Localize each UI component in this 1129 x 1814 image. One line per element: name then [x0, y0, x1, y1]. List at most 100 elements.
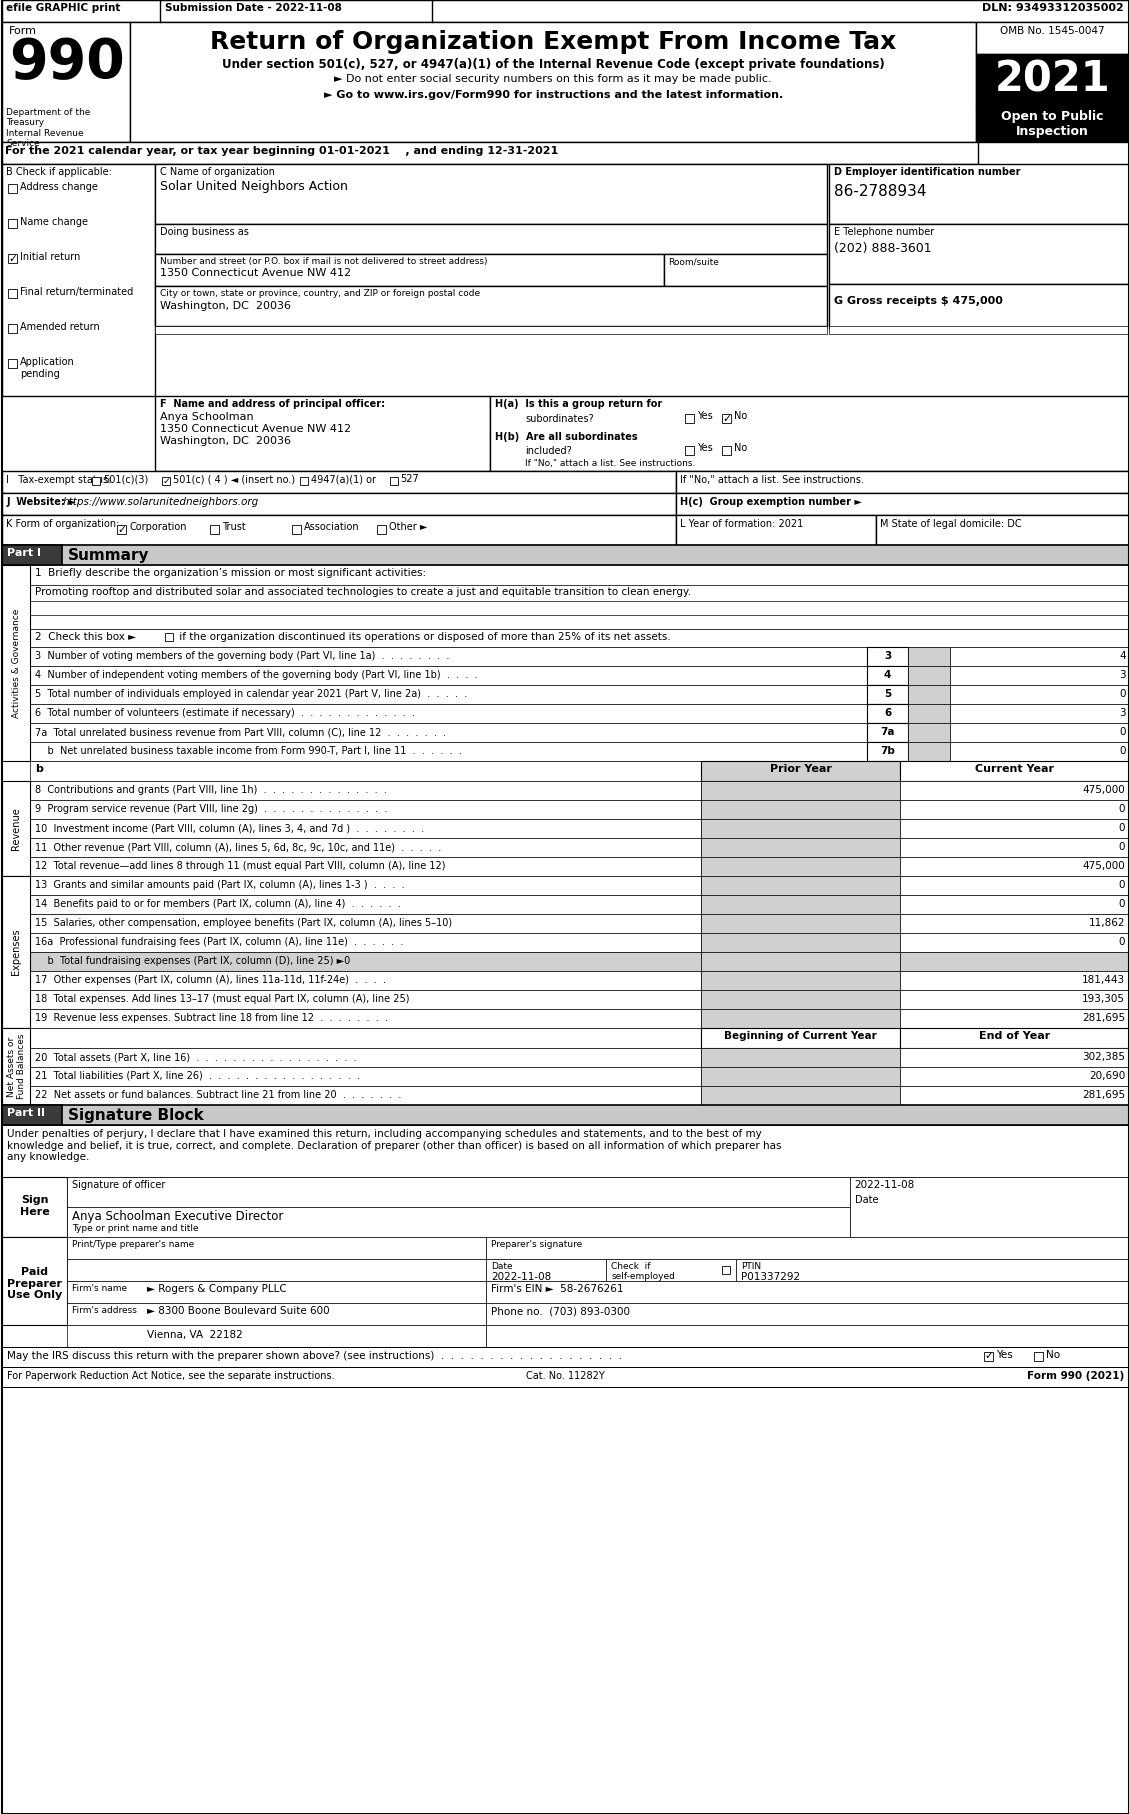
Bar	[30, 818, 701, 838]
Text: Preparer's signature: Preparer's signature	[491, 1241, 583, 1250]
Text: b: b	[35, 764, 43, 775]
Text: 3  Number of voting members of the governing body (Part VI, line 1a)  .  .  .  .: 3 Number of voting members of the govern…	[35, 651, 449, 660]
Bar	[721, 1266, 729, 1273]
Bar	[909, 724, 951, 742]
Bar	[701, 1087, 901, 1105]
Bar	[30, 1087, 701, 1105]
Bar	[701, 894, 901, 914]
Bar	[68, 1302, 487, 1324]
Text: 19  Revenue less expenses. Subtract line 18 from line 12  .  .  .  .  .  .  .  .: 19 Revenue less expenses. Subtract line …	[35, 1012, 388, 1023]
Bar	[2, 544, 62, 564]
Text: 9  Program service revenue (Part VIII, line 2g)  .  .  .  .  .  .  .  .  .  .  .: 9 Program service revenue (Part VIII, li…	[35, 804, 387, 814]
Bar	[829, 163, 1129, 223]
Bar	[155, 223, 826, 254]
Bar	[8, 254, 17, 263]
Bar	[155, 287, 826, 327]
Bar	[130, 22, 977, 141]
Bar	[155, 327, 826, 334]
Bar	[30, 782, 701, 800]
Text: 475,000: 475,000	[1083, 862, 1124, 871]
Bar	[30, 686, 867, 704]
Bar	[490, 395, 1129, 472]
Bar	[291, 524, 300, 533]
Bar	[901, 1067, 1129, 1087]
Text: 1350 Connecticut Avenue NW 412: 1350 Connecticut Avenue NW 412	[160, 424, 351, 434]
Text: F  Name and address of principal officer:: F Name and address of principal officer:	[160, 399, 385, 408]
Text: 20,690: 20,690	[1088, 1070, 1124, 1081]
Text: 10  Investment income (Part VIII, column (A), lines 3, 4, and 7d )  .  .  .  .  : 10 Investment income (Part VIII, column …	[35, 824, 425, 833]
Bar	[951, 648, 1129, 666]
Bar	[2, 0, 1129, 22]
Text: 22  Net assets or fund balances. Subtract line 21 from line 20  .  .  .  .  .  .: 22 Net assets or fund balances. Subtract…	[35, 1090, 402, 1099]
Text: 2021: 2021	[995, 58, 1110, 100]
Text: Form 990 (2021): Form 990 (2021)	[1026, 1371, 1124, 1380]
Text: End of Year: End of Year	[979, 1030, 1050, 1041]
Bar	[829, 327, 1129, 334]
Text: Yes: Yes	[996, 1350, 1013, 1360]
Text: No: No	[734, 412, 747, 421]
Text: 0: 0	[1119, 842, 1124, 853]
Bar	[901, 818, 1129, 838]
Bar	[2, 1125, 1129, 1177]
Bar	[951, 704, 1129, 724]
Text: Association: Association	[304, 522, 359, 532]
Text: Return of Organization Exempt From Income Tax: Return of Organization Exempt From Incom…	[210, 31, 896, 54]
Bar	[2, 472, 676, 493]
Text: No: No	[734, 443, 747, 454]
Bar	[909, 666, 951, 686]
Bar	[901, 856, 1129, 876]
Text: 5: 5	[884, 689, 891, 698]
Text: 11,862: 11,862	[1088, 918, 1124, 929]
Bar	[850, 1177, 1129, 1237]
Bar	[901, 952, 1129, 970]
Bar	[30, 990, 701, 1009]
Bar	[68, 1259, 487, 1281]
Bar	[2, 1029, 30, 1105]
Bar	[664, 254, 826, 287]
Text: 0: 0	[1119, 824, 1124, 833]
Text: Date: Date	[491, 1263, 513, 1272]
Text: 5  Total number of individuals employed in calendar year 2021 (Part V, line 2a) : 5 Total number of individuals employed i…	[35, 689, 467, 698]
Bar	[487, 1324, 1129, 1348]
Bar	[867, 686, 909, 704]
Bar	[606, 1259, 736, 1281]
Bar	[901, 838, 1129, 856]
Bar	[701, 970, 901, 990]
Text: b  Total fundraising expenses (Part IX, column (D), line 25) ►0: b Total fundraising expenses (Part IX, c…	[35, 956, 351, 967]
Text: No: No	[1047, 1350, 1060, 1360]
Bar	[2, 564, 30, 762]
Bar	[390, 477, 397, 484]
Text: PTIN: PTIN	[741, 1263, 761, 1272]
Bar	[30, 856, 701, 876]
Text: 990: 990	[9, 36, 125, 91]
Bar	[901, 970, 1129, 990]
Text: Signature of officer: Signature of officer	[72, 1179, 166, 1190]
Text: 181,443: 181,443	[1082, 974, 1124, 985]
Text: ✓: ✓	[163, 477, 170, 486]
Bar	[30, 724, 867, 742]
Bar	[377, 524, 386, 533]
Bar	[901, 990, 1129, 1009]
Bar	[2, 1105, 62, 1125]
Text: 6: 6	[884, 707, 891, 718]
Text: Yes: Yes	[697, 412, 712, 421]
Text: 3: 3	[884, 651, 891, 660]
Text: 7b: 7b	[881, 746, 895, 756]
Bar	[867, 724, 909, 742]
Text: K Form of organization:: K Form of organization:	[7, 519, 120, 530]
Text: 0: 0	[1119, 900, 1124, 909]
Bar	[984, 1351, 994, 1360]
Text: 13  Grants and similar amounts paid (Part IX, column (A), lines 1-3 )  .  .  .  : 13 Grants and similar amounts paid (Part…	[35, 880, 405, 891]
Text: ✓: ✓	[721, 414, 730, 423]
Text: For Paperwork Reduction Act Notice, see the separate instructions.: For Paperwork Reduction Act Notice, see …	[8, 1371, 335, 1380]
Text: efile GRAPHIC print: efile GRAPHIC print	[7, 4, 121, 13]
Text: 0: 0	[1120, 746, 1126, 756]
Text: 302,385: 302,385	[1082, 1052, 1124, 1061]
Text: 20  Total assets (Part X, line 16)  .  .  .  .  .  .  .  .  .  .  .  .  .  .  . : 20 Total assets (Part X, line 16) . . . …	[35, 1052, 357, 1061]
Bar	[2, 544, 1129, 564]
Bar	[701, 1009, 901, 1029]
Text: If "No," attach a list. See instructions.: If "No," attach a list. See instructions…	[680, 475, 864, 484]
Bar	[68, 1281, 487, 1302]
Bar	[8, 183, 17, 192]
Bar	[68, 1206, 850, 1237]
